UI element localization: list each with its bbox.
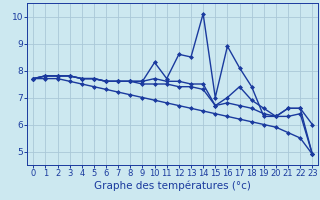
X-axis label: Graphe des températures (°c): Graphe des températures (°c) — [94, 181, 251, 191]
